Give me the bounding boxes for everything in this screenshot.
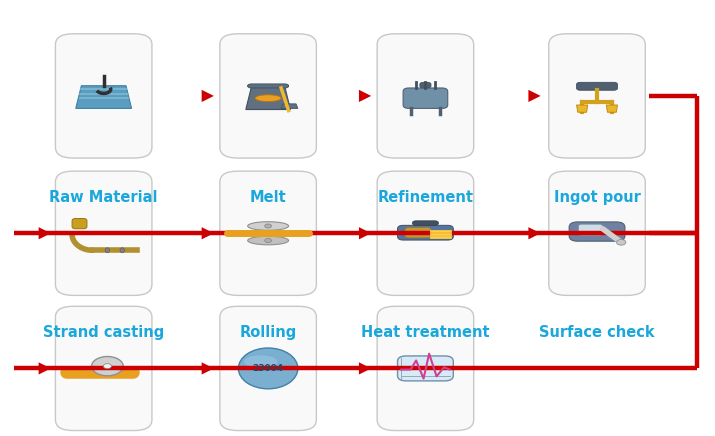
Ellipse shape — [255, 95, 281, 102]
Polygon shape — [606, 105, 618, 112]
FancyBboxPatch shape — [578, 224, 603, 235]
Polygon shape — [76, 86, 132, 109]
Text: Raw Material: Raw Material — [49, 190, 158, 204]
Ellipse shape — [265, 238, 272, 242]
FancyBboxPatch shape — [378, 34, 473, 158]
Ellipse shape — [105, 248, 109, 253]
FancyBboxPatch shape — [220, 171, 316, 296]
Text: Strand casting: Strand casting — [43, 325, 164, 340]
Text: 23004: 23004 — [252, 364, 284, 373]
FancyBboxPatch shape — [403, 88, 448, 109]
Ellipse shape — [244, 355, 277, 368]
Ellipse shape — [92, 357, 123, 376]
FancyBboxPatch shape — [413, 221, 438, 225]
FancyBboxPatch shape — [55, 171, 152, 296]
Ellipse shape — [103, 364, 112, 369]
Text: Rolling: Rolling — [240, 325, 297, 340]
Text: Refinement: Refinement — [378, 190, 473, 204]
Ellipse shape — [238, 348, 298, 389]
Ellipse shape — [247, 236, 289, 245]
Text: Melt: Melt — [250, 190, 287, 204]
Ellipse shape — [247, 221, 289, 230]
FancyBboxPatch shape — [247, 84, 289, 88]
FancyBboxPatch shape — [220, 306, 316, 431]
FancyBboxPatch shape — [405, 228, 431, 238]
FancyBboxPatch shape — [398, 356, 453, 381]
FancyBboxPatch shape — [72, 218, 87, 229]
FancyBboxPatch shape — [220, 34, 316, 158]
FancyBboxPatch shape — [55, 306, 152, 431]
Polygon shape — [246, 87, 290, 109]
Text: Ingot pour: Ingot pour — [553, 190, 641, 204]
Polygon shape — [281, 104, 298, 109]
Ellipse shape — [120, 248, 124, 253]
Text: Surface check: Surface check — [539, 325, 655, 340]
Polygon shape — [576, 105, 588, 112]
FancyBboxPatch shape — [398, 225, 453, 240]
Ellipse shape — [616, 239, 626, 245]
FancyBboxPatch shape — [576, 82, 618, 90]
FancyBboxPatch shape — [420, 82, 431, 88]
Text: Heat treatment: Heat treatment — [361, 325, 490, 340]
Ellipse shape — [265, 224, 272, 228]
FancyBboxPatch shape — [378, 306, 473, 431]
FancyBboxPatch shape — [55, 34, 152, 158]
FancyBboxPatch shape — [548, 34, 646, 158]
FancyBboxPatch shape — [548, 171, 646, 296]
FancyBboxPatch shape — [378, 171, 473, 296]
FancyBboxPatch shape — [569, 222, 625, 241]
